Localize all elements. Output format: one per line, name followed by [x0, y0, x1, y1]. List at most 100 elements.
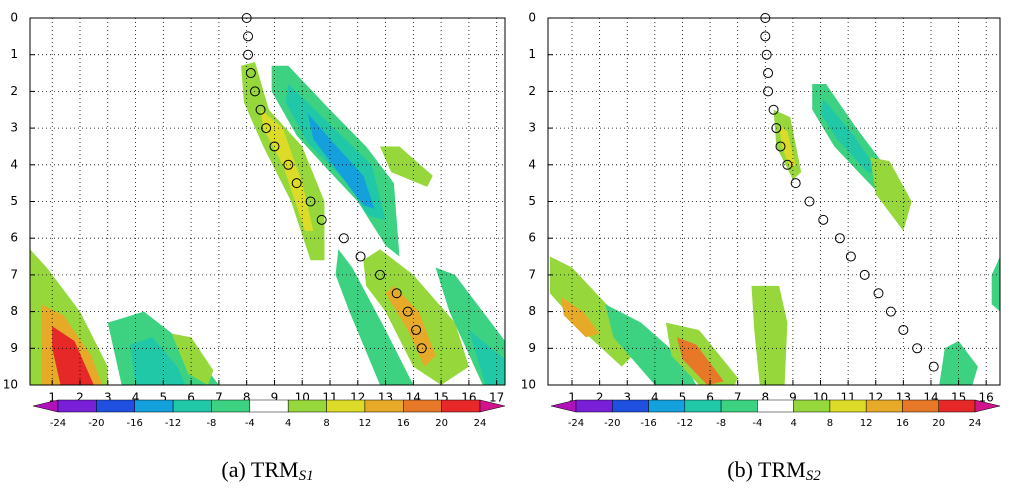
- track-marker: [885, 306, 896, 317]
- caption-text: (b) TRM: [727, 457, 805, 482]
- colorbar-label: -24: [50, 418, 66, 429]
- track-marker: [898, 324, 909, 335]
- track-marker: [241, 13, 252, 23]
- contour-region: [52, 326, 94, 385]
- y-tick-label: 9: [528, 341, 536, 355]
- track-marker: [338, 233, 349, 244]
- colorbar-cell: [403, 399, 442, 413]
- colorbar-label: 24: [474, 418, 487, 429]
- x-tick-label: 3: [104, 391, 112, 405]
- colorbar-label: -4: [752, 418, 762, 429]
- contour-region: [870, 157, 912, 231]
- colorbar-cell: [974, 399, 1001, 413]
- regions: [549, 84, 1000, 385]
- panel: 1 2 3 4 5 6 7 8 9 10 11 12 13 14 15 16 17012345678910-24…: [3, 11, 506, 484]
- x-tick-label: 8: [243, 391, 251, 405]
- track-marker: [291, 178, 302, 189]
- colorbar-cell: [684, 399, 722, 413]
- x-tick-label: 3: [623, 391, 631, 405]
- colorbar-cell: [249, 399, 289, 413]
- track-marker: [928, 361, 939, 372]
- colorbar-label: 20: [435, 418, 448, 429]
- contour-region: [991, 256, 1000, 312]
- y-tick-label: 8: [528, 304, 536, 318]
- track-marker: [804, 196, 815, 207]
- track-marker: [771, 123, 782, 134]
- x-tick-label: 9: [789, 391, 797, 405]
- track-marker: [283, 159, 294, 170]
- colorbar-cell: [211, 399, 251, 413]
- x-tick-label: 16: [979, 391, 994, 405]
- x-tick-label: 1: [568, 391, 576, 405]
- x-tick-label: 8: [761, 391, 769, 405]
- colorbar-label: 24: [969, 418, 982, 429]
- track-marker: [775, 141, 786, 152]
- y-tick-label: 9: [10, 341, 18, 355]
- y-tick-label: 7: [10, 267, 18, 281]
- caption-text: (a) TRM: [221, 457, 298, 482]
- colorbar-cell: [793, 399, 831, 413]
- track-marker: [818, 214, 829, 225]
- track-marker: [355, 251, 366, 262]
- x-tick-label: 9: [271, 391, 279, 405]
- colorbar-cell: [172, 399, 212, 413]
- colorbar-cell: [720, 399, 758, 413]
- colorbar-label: 16: [397, 418, 410, 429]
- y-tick-label: 4: [528, 157, 536, 171]
- colorbar-label: 4: [285, 418, 291, 429]
- y-tick-label: 3: [10, 121, 18, 135]
- contour-region: [380, 146, 433, 187]
- colorbar-label: -16: [640, 418, 656, 429]
- colorbar-label: -12: [165, 418, 181, 429]
- contour-region: [560, 296, 600, 338]
- colorbar-cell: [441, 399, 481, 413]
- colorbar-cell: [287, 399, 327, 413]
- track-marker: [261, 123, 272, 134]
- colorbar-label: -24: [568, 418, 584, 429]
- caption-subscript: S2: [806, 468, 822, 484]
- track-marker: [250, 86, 260, 97]
- colorbar-cell: [32, 399, 59, 413]
- colorbar-label: -16: [127, 418, 143, 429]
- x-tick-label: 2: [596, 391, 604, 405]
- regions: [30, 62, 505, 385]
- contour-region: [605, 304, 697, 385]
- colorbar-label: 12: [860, 418, 873, 429]
- contour-region: [130, 337, 186, 385]
- track-marker: [245, 68, 256, 79]
- colorbar-cell: [829, 399, 867, 413]
- track-marker: [416, 343, 427, 354]
- contour-region: [385, 285, 436, 367]
- colorbar-label: 20: [932, 418, 945, 429]
- track-marker: [255, 104, 266, 115]
- contour-region: [468, 329, 505, 385]
- track-marker: [859, 269, 870, 280]
- y-tick-label: 5: [10, 194, 18, 208]
- track-marker: [912, 343, 923, 354]
- contour-region: [549, 256, 633, 367]
- track-marker: [782, 159, 793, 170]
- track-marker: [375, 269, 385, 280]
- plot-frame: [29, 17, 506, 386]
- x-tick-label: 5: [679, 391, 687, 405]
- colorbar-label: -8: [206, 418, 216, 429]
- track-marker: [760, 13, 771, 23]
- y-tick-label: 10: [3, 378, 18, 392]
- y-tick-label: 0: [10, 11, 18, 25]
- colorbar-label: 4: [790, 418, 796, 429]
- x-tick-label: 2: [76, 391, 84, 405]
- colorbar-label: 12: [359, 418, 372, 429]
- track-marker: [316, 214, 327, 225]
- colorbar-label: -20: [88, 418, 104, 429]
- contour-region: [171, 333, 214, 385]
- colorbar-label: -12: [677, 418, 693, 429]
- y-tick-label: 6: [528, 231, 536, 245]
- x-tick-label: 6: [706, 391, 714, 405]
- y-tick-label: 8: [10, 304, 18, 318]
- caption: (a) TRMS1: [221, 457, 313, 484]
- track-marker: [402, 306, 413, 317]
- track-marker: [269, 141, 280, 152]
- y-tick-label: 4: [10, 157, 18, 171]
